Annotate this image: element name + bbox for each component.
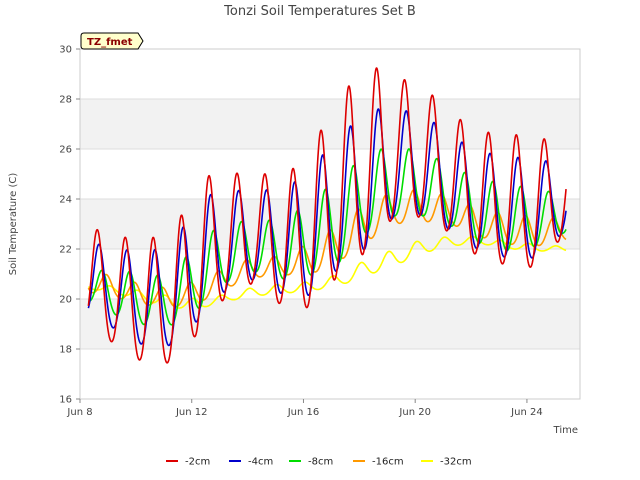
x-tick-label: Jun 24 <box>510 407 543 418</box>
grid-band <box>80 349 580 399</box>
legend-label: -4cm <box>248 457 273 468</box>
y-axis-label: Soil Temperature (C) <box>8 173 19 276</box>
legend-label: -8cm <box>308 457 333 468</box>
y-tick-label: 30 <box>59 45 72 56</box>
legend: -2cm -4cm -8cm -16cm -32cm <box>166 457 472 468</box>
grid-band <box>80 49 580 99</box>
x-tick-label: Jun 8 <box>66 407 92 418</box>
x-axis-ticks: Jun 8 Jun 12 Jun 16 Jun 20 Jun 24 <box>66 399 543 418</box>
y-tick-label: 20 <box>59 295 72 306</box>
grid-band <box>80 99 580 149</box>
y-tick-label: 18 <box>59 345 72 356</box>
chart-title: Tonzi Soil Temperatures Set B <box>223 4 416 19</box>
y-tick-label: 16 <box>59 395 72 406</box>
x-tick-label: Jun 20 <box>398 407 431 418</box>
station-badge-label: TZ_fmet <box>87 37 133 48</box>
series-line-minus-16cm <box>87 189 567 308</box>
legend-label: -32cm <box>440 457 472 468</box>
series-line-minus-2cm <box>87 67 567 364</box>
station-badge: TZ_fmet <box>80 32 144 50</box>
y-axis-ticks: 16 18 20 22 24 26 28 30 <box>59 45 80 406</box>
legend-label: -2cm <box>185 457 210 468</box>
series-lines <box>87 67 567 364</box>
y-tick-label: 22 <box>59 245 72 256</box>
x-tick-label: Jun 16 <box>287 407 320 418</box>
legend-label: -16cm <box>372 457 404 468</box>
station-badge-box <box>80 32 144 50</box>
y-tick-label: 28 <box>59 95 72 106</box>
grid-band <box>80 299 580 349</box>
y-tick-label: 24 <box>59 195 72 206</box>
x-axis-label: Time <box>553 425 578 436</box>
grid-band <box>80 149 580 199</box>
x-tick-label: Jun 12 <box>175 407 208 418</box>
plot-frame <box>79 48 581 400</box>
series-line-minus-4cm <box>87 108 567 347</box>
y-tick-label: 26 <box>59 145 72 156</box>
